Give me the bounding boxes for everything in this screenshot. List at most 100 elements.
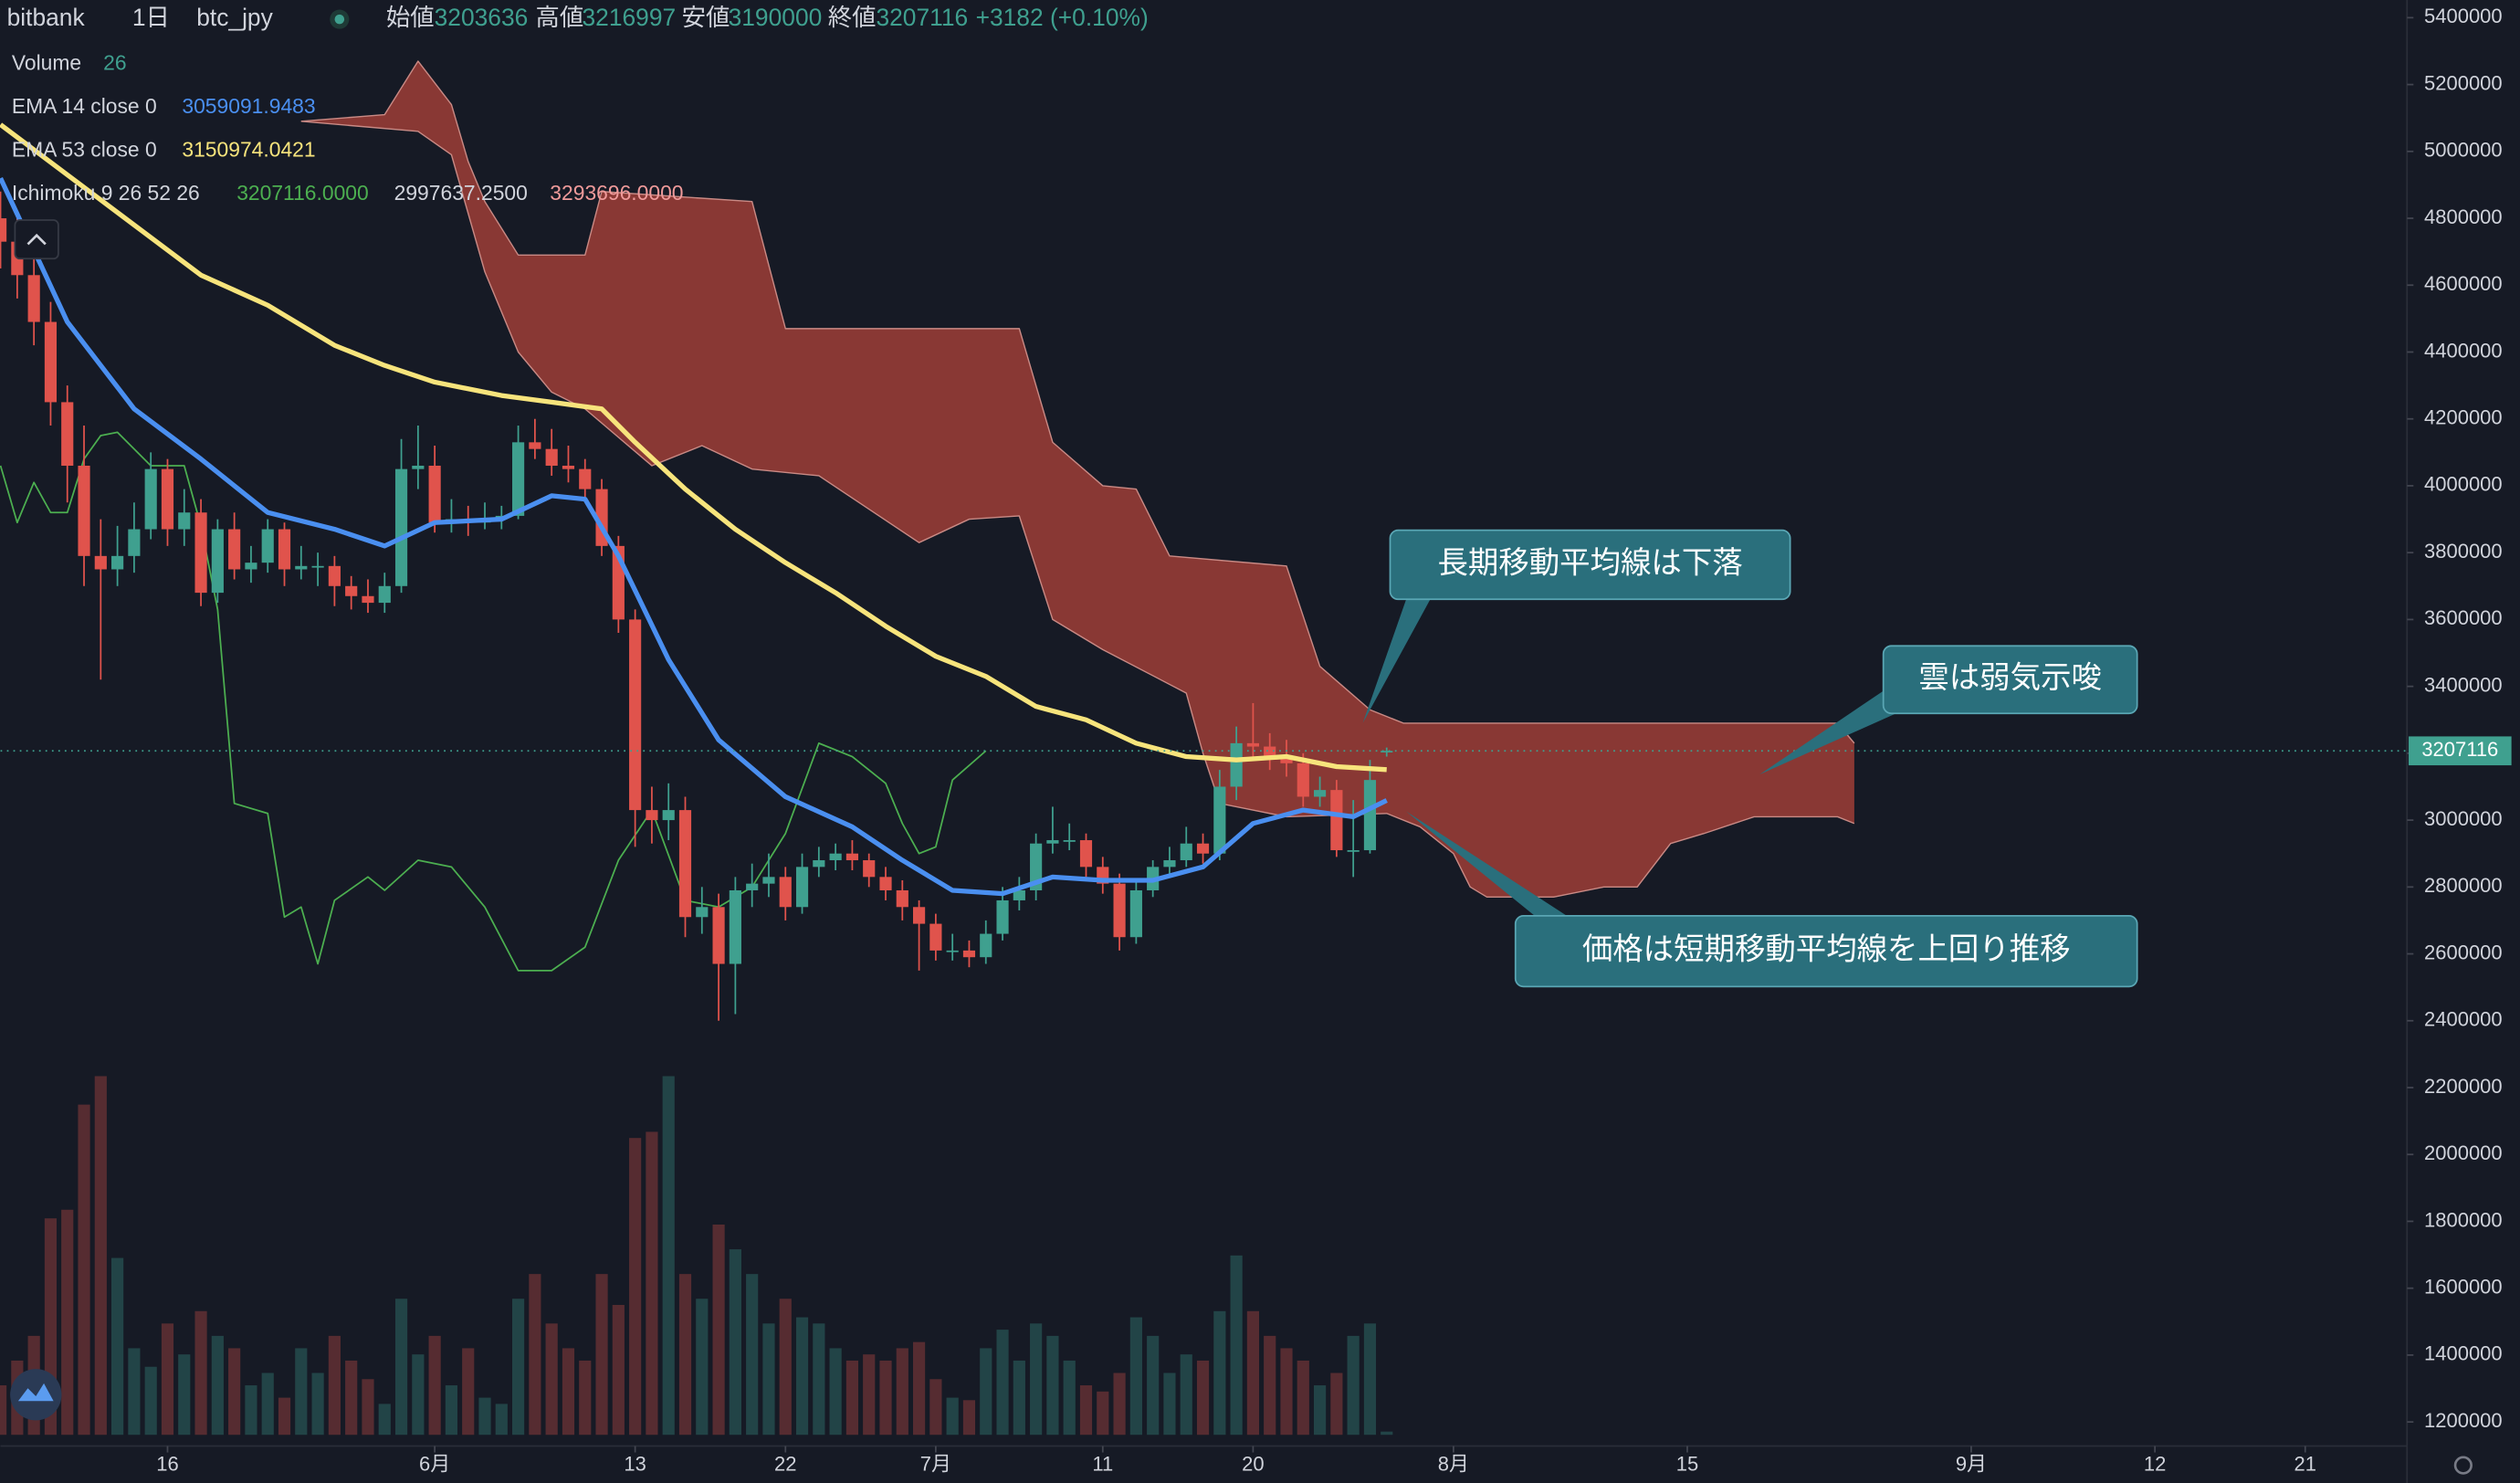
candle-body (1079, 840, 1093, 868)
candle-body (1163, 860, 1176, 868)
y-tick-label: 3000000 (2424, 807, 2503, 830)
volume-bar (562, 1348, 575, 1436)
volume-bar (746, 1274, 759, 1436)
candle-body (813, 860, 825, 868)
settings-icon[interactable] (2453, 1456, 2473, 1475)
volume-bar (1046, 1335, 1059, 1436)
last-price-label: 3207116 (2421, 738, 2498, 761)
volume-bar (1013, 1360, 1025, 1436)
candle-body (779, 877, 792, 908)
volume-bar (1246, 1310, 1259, 1436)
callout-pointer (1759, 690, 1896, 775)
x-tick-label: 22 (774, 1452, 796, 1475)
cloud-span-top (300, 60, 1855, 744)
y-tick-label: 4400000 (2424, 339, 2503, 362)
y-tick-label: 2400000 (2424, 1008, 2503, 1031)
legend-ema53[interactable]: EMA 53 close 0 (12, 137, 157, 161)
volume-bar (462, 1348, 475, 1436)
candle-body (1381, 751, 1393, 753)
low-label: 安値 (682, 4, 730, 31)
candle-body (61, 402, 74, 466)
open-label: 始値 (386, 4, 435, 31)
collapse-icon (26, 233, 47, 246)
candle-body (562, 465, 575, 469)
volume-bar (1196, 1360, 1210, 1436)
volume-bar (579, 1360, 592, 1436)
candle-body (428, 465, 441, 523)
candle-body (1246, 742, 1259, 747)
volume-bar (128, 1348, 141, 1436)
candle-body (896, 889, 908, 908)
candle-body (194, 512, 207, 594)
candle-body (1030, 843, 1043, 890)
logo[interactable] (10, 1369, 62, 1421)
volume-bar (929, 1379, 942, 1436)
interval[interactable]: 1日 (132, 4, 170, 31)
candle-body (913, 907, 926, 924)
candle-body (829, 853, 842, 861)
volume-bar (295, 1348, 308, 1436)
candle-body (44, 321, 58, 403)
legend-volume[interactable]: Volume (12, 50, 81, 74)
volume-bar (345, 1360, 358, 1436)
ema53-line (0, 122, 1387, 773)
candle-body (795, 867, 809, 908)
volume-bar (962, 1400, 976, 1436)
annotation: 雲は弱気示唆 (1918, 661, 2102, 695)
legend-ema14[interactable]: EMA 14 close 0 (12, 94, 157, 118)
candle-body (245, 563, 257, 570)
volume-bar (512, 1299, 525, 1436)
candle-body (863, 860, 876, 878)
logo-circle (10, 1369, 62, 1421)
candle-body (678, 810, 692, 918)
candle-body (144, 468, 157, 530)
annotation: 価格は短期移動平均線を上回り推移 (1582, 932, 2071, 966)
candle-body (962, 950, 976, 958)
candle-body (1213, 786, 1226, 854)
volume-bar (545, 1323, 558, 1436)
volume-bar (1230, 1255, 1243, 1436)
high-value: 3216997 (582, 4, 676, 31)
candle-body (946, 950, 959, 952)
volume-bar (311, 1373, 324, 1436)
volume-bar (1297, 1360, 1309, 1436)
x-tick-label: 16 (156, 1452, 178, 1475)
collapse-button[interactable] (14, 219, 59, 260)
callout-box (1882, 645, 2138, 715)
candle-body (211, 529, 224, 594)
volume-bar (1213, 1310, 1226, 1436)
symbol[interactable]: btc_jpy (196, 4, 273, 31)
volume-bar (428, 1335, 441, 1436)
legend-ichimoku[interactable]: Ichimoku 9 26 52 26 (12, 181, 200, 205)
candle-body (662, 810, 675, 821)
candle-body (394, 468, 408, 586)
candle-body (1180, 843, 1192, 861)
candle-body (712, 907, 725, 964)
change: +3182 (+0.10%) (976, 4, 1149, 31)
volume-bar (646, 1131, 658, 1436)
volume-bar (1363, 1323, 1377, 1436)
volume-bar (678, 1274, 692, 1436)
volume-bar (529, 1274, 541, 1436)
volume-bar (94, 1076, 107, 1436)
callout-pointer (1362, 599, 1431, 723)
legend-ichimoku-value: 2997637.2500 (394, 181, 528, 205)
y-tick-label: 4000000 (2424, 473, 2503, 496)
header: bitbank 1日 btc_jpy 始値 3203636 高値 3216997… (7, 4, 1149, 31)
candle-body (0, 218, 7, 242)
legend-ema14-value: 3059091.9483 (182, 94, 315, 118)
candle-body (729, 889, 741, 964)
volume-bar (996, 1330, 1009, 1436)
cloud-fill (300, 60, 1854, 898)
candle-body (529, 442, 541, 449)
volume-bar (378, 1404, 391, 1436)
volume-bar (879, 1360, 892, 1436)
volume-bar (478, 1397, 491, 1436)
candle-body (328, 565, 341, 586)
legend-ema53-value: 3150974.0421 (182, 137, 315, 161)
y-tick-label: 3600000 (2424, 606, 2503, 629)
volume-bar (662, 1076, 675, 1436)
volume-bar (1030, 1323, 1043, 1436)
candle-body (295, 565, 308, 570)
